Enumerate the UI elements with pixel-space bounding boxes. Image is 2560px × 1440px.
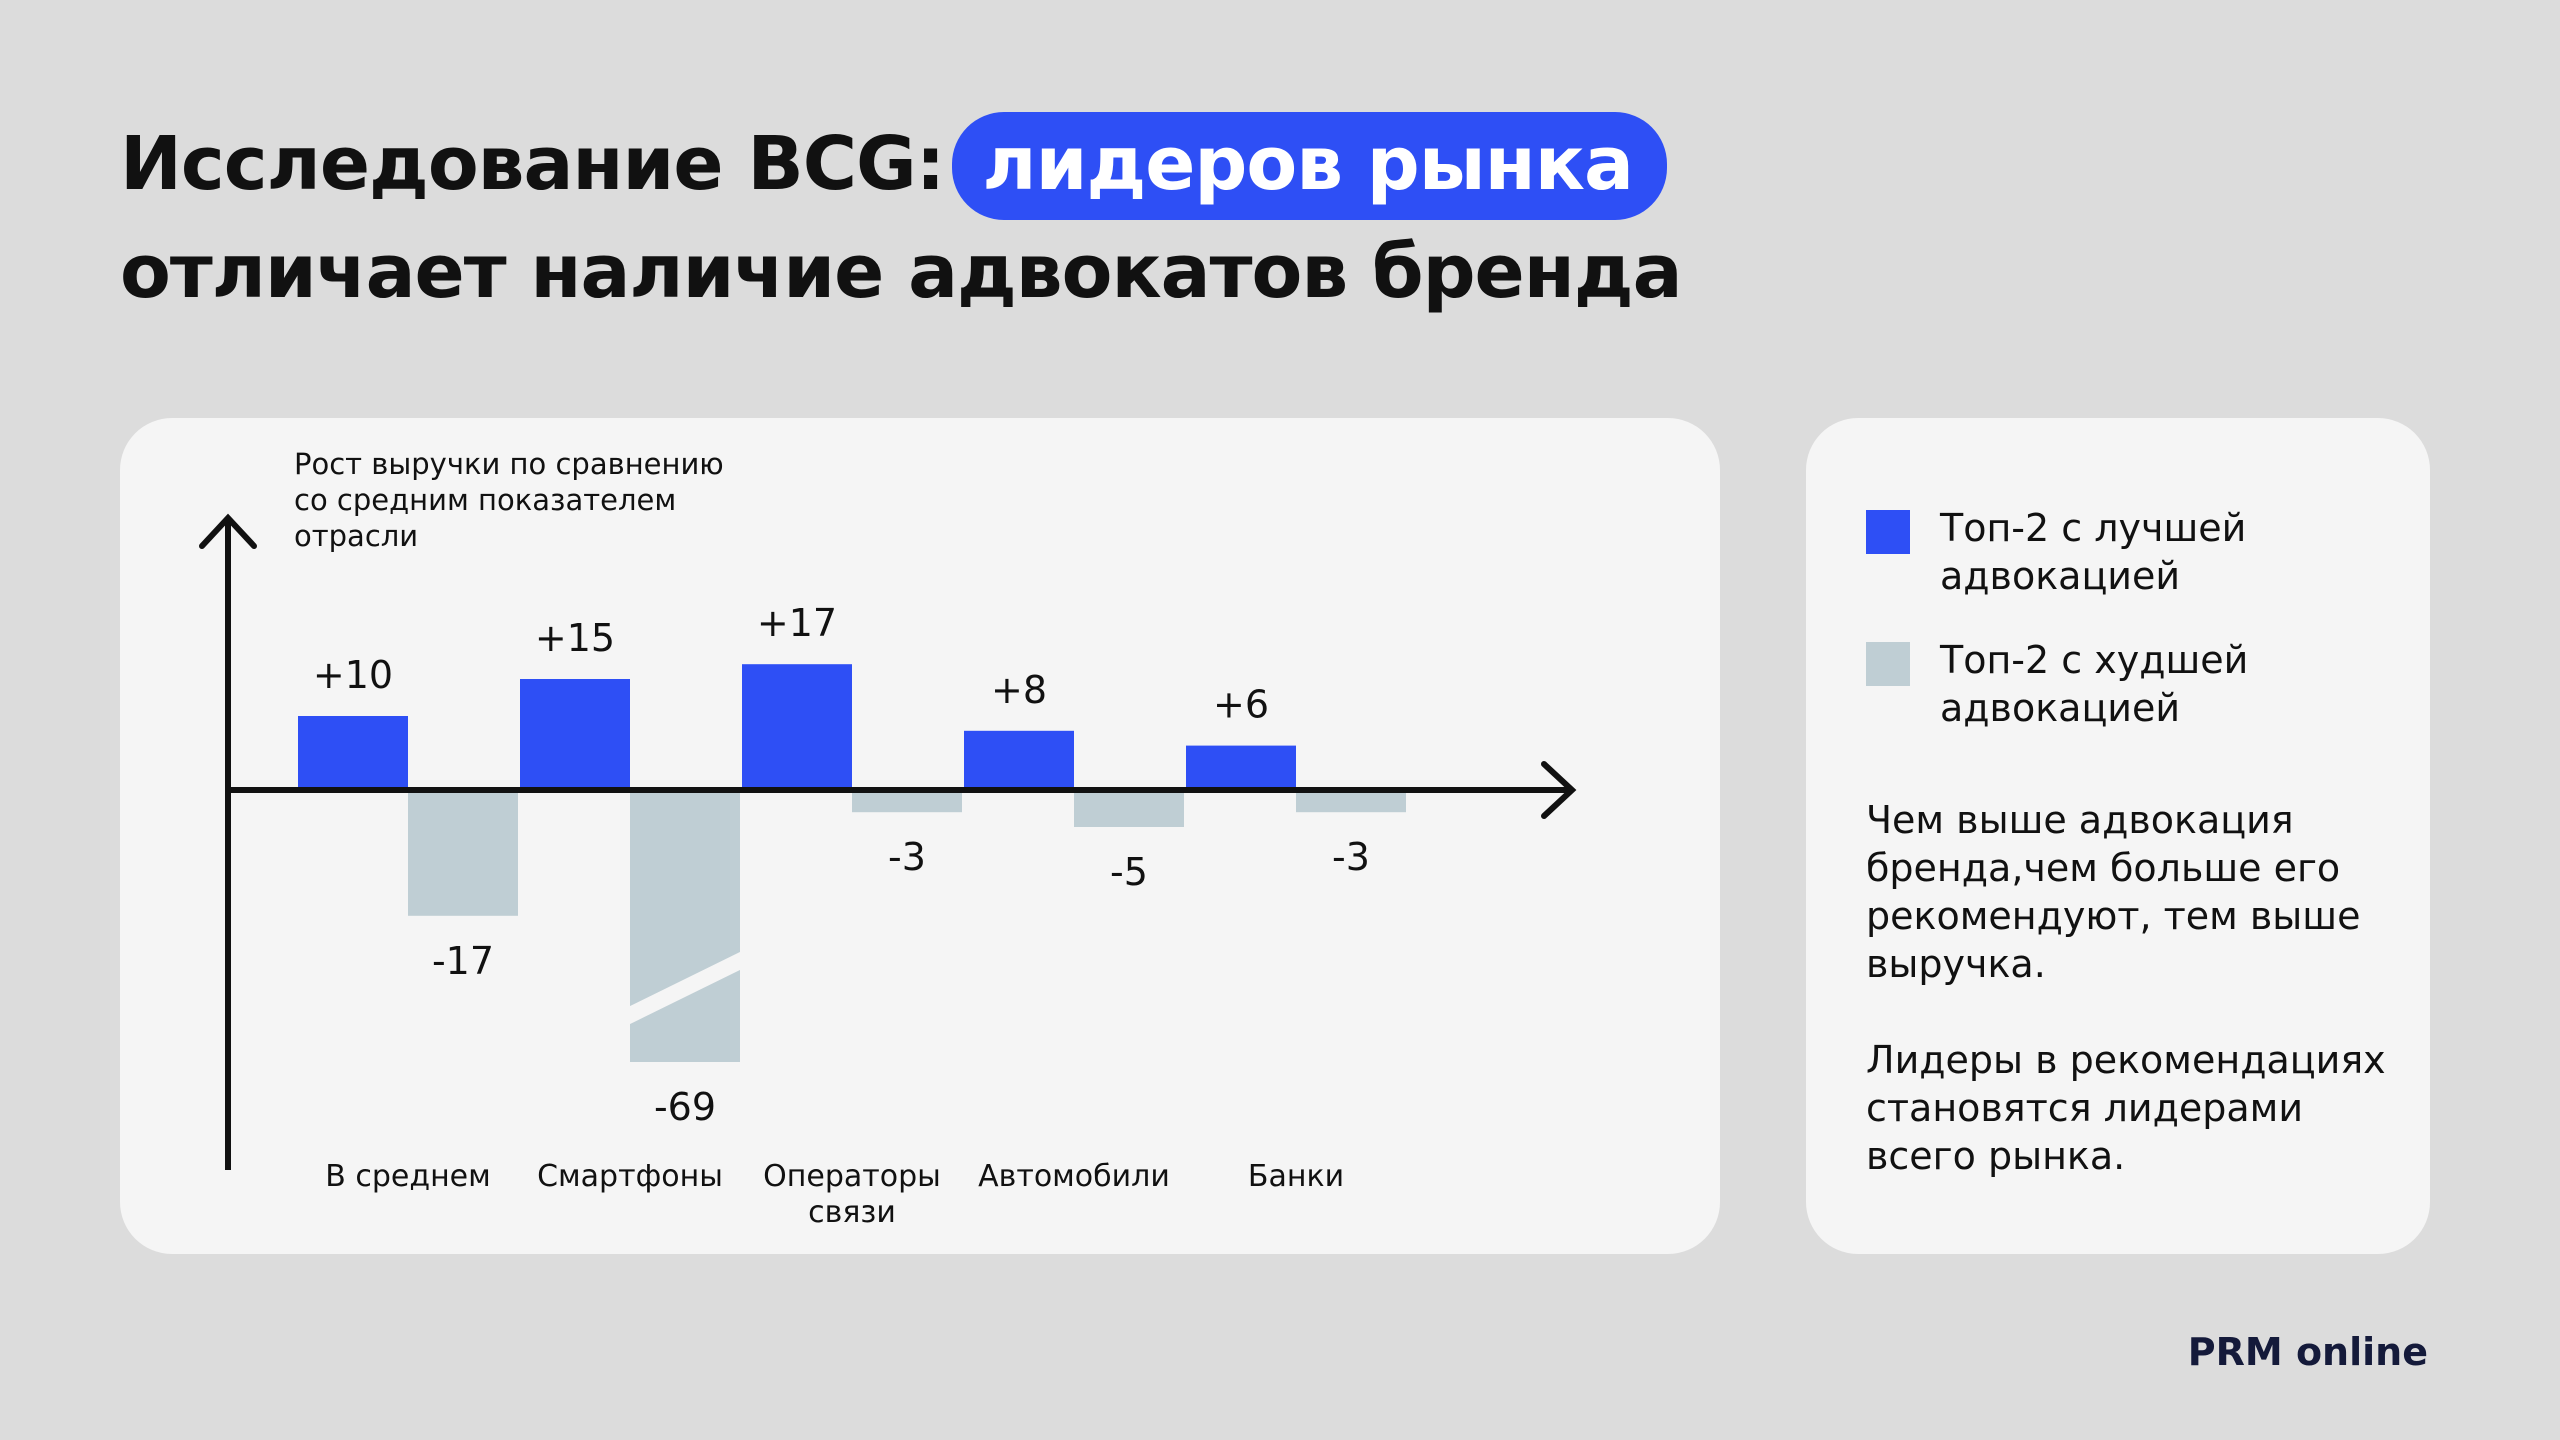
page-title: Исследование BCG: лидеров рынка отличает … [120,112,1683,324]
bar-best-4 [1186,745,1296,790]
brand-logo: PRM online [2187,1330,2428,1374]
legend-label-best-line1: Топ-2 с лучшей [1940,506,2247,550]
note-paragraph-1: Чем выше адвокация бренда,чем больше его… [1866,796,2386,988]
chart-card: +10 -17 В среднем +15 -69 Смартфоны +17 -3 Опера… [120,418,1720,1254]
bar-best-0 [298,716,408,790]
data-label-best-4: +6 [1213,683,1269,727]
note-1-line-2: бренда,чем больше его [1866,846,2341,890]
title-line-1: Исследование BCG: лидеров рынка [120,112,1682,220]
legend-swatch-best [1866,510,1910,554]
x-axis-arrow [1541,761,1577,819]
data-label-worst-1: -69 [654,1085,716,1129]
category-label-4: Банки [1248,1159,1344,1194]
bar-worst-2 [852,790,962,813]
note-2-line-1: Лидеры в рекомендациях [1866,1038,2386,1082]
bar-best-2 [742,664,852,790]
title-highlight: лидеров рынка [952,112,1667,220]
bar-worst-3 [1074,790,1184,827]
data-label-worst-0: -17 [432,939,494,983]
data-label-worst-2: -3 [888,835,926,879]
note-paragraph-2: Лидеры в рекомендациях становятся лидера… [1866,1036,2386,1180]
data-label-best-0: +10 [313,653,393,697]
legend-label-best-line2: адвокацией [1940,554,2181,598]
note-2-line-2: становятся лидерами [1866,1086,2304,1130]
category-label-3: Автомобили [978,1159,1170,1194]
y-axis-label-line-2: отрасли [294,519,418,553]
y-axis-label-line-1: со средним показателем [294,483,676,517]
legend-swatch-worst [1866,642,1910,686]
data-label-best-1: +15 [535,616,615,660]
bar-best-1 [520,679,630,790]
legend-item-best: Топ-2 с лучшей адвокацией [1866,504,2380,600]
legend-label-worst-line2: адвокацией [1940,686,2181,730]
category-label-0: В среднем [325,1159,491,1194]
legend-card: Топ-2 с лучшей адвокацией Топ-2 с худшей… [1806,418,2430,1254]
bar-chart: +10 -17 В среднем +15 -69 Смартфоны +17 -3 Опера… [199,447,1577,1230]
bar-worst-4 [1296,790,1406,813]
bar-best-3 [964,730,1074,790]
note-1-line-4: выручка. [1866,942,2046,986]
y-axis-label-line-0: Рост выручки по сравнению [294,447,724,481]
category-label-1: Смартфоны [537,1159,723,1194]
axis-break-mark [626,950,744,1026]
data-label-worst-4: -3 [1332,835,1370,879]
note-1-line-1: Чем выше адвокация [1866,798,2294,842]
data-label-worst-3: -5 [1110,850,1148,894]
data-label-best-2: +17 [757,601,837,645]
bar-worst-0 [408,790,518,916]
y-axis-arrow [199,513,257,549]
legend-item-worst: Топ-2 с худшей адвокацией [1866,636,2380,732]
legend-label-worst-line1: Топ-2 с худшей [1940,638,2249,682]
note-2-line-3: всего рынка. [1866,1134,2126,1178]
legend-label-worst: Топ-2 с худшей адвокацией [1940,636,2380,732]
title-part-1: Исследование BCG: [120,121,945,207]
category-label-2-line-0: Операторы [763,1159,941,1194]
data-label-best-3: +8 [991,668,1047,712]
bar-worst-1 [630,790,740,1062]
title-line-2: отличает наличие адвокатов бренда [120,229,1683,315]
note-1-line-3: рекомендуют, тем выше [1866,894,2361,938]
category-label-2-line-1: связи [808,1195,896,1230]
legend-label-best: Топ-2 с лучшей адвокацией [1940,504,2380,600]
